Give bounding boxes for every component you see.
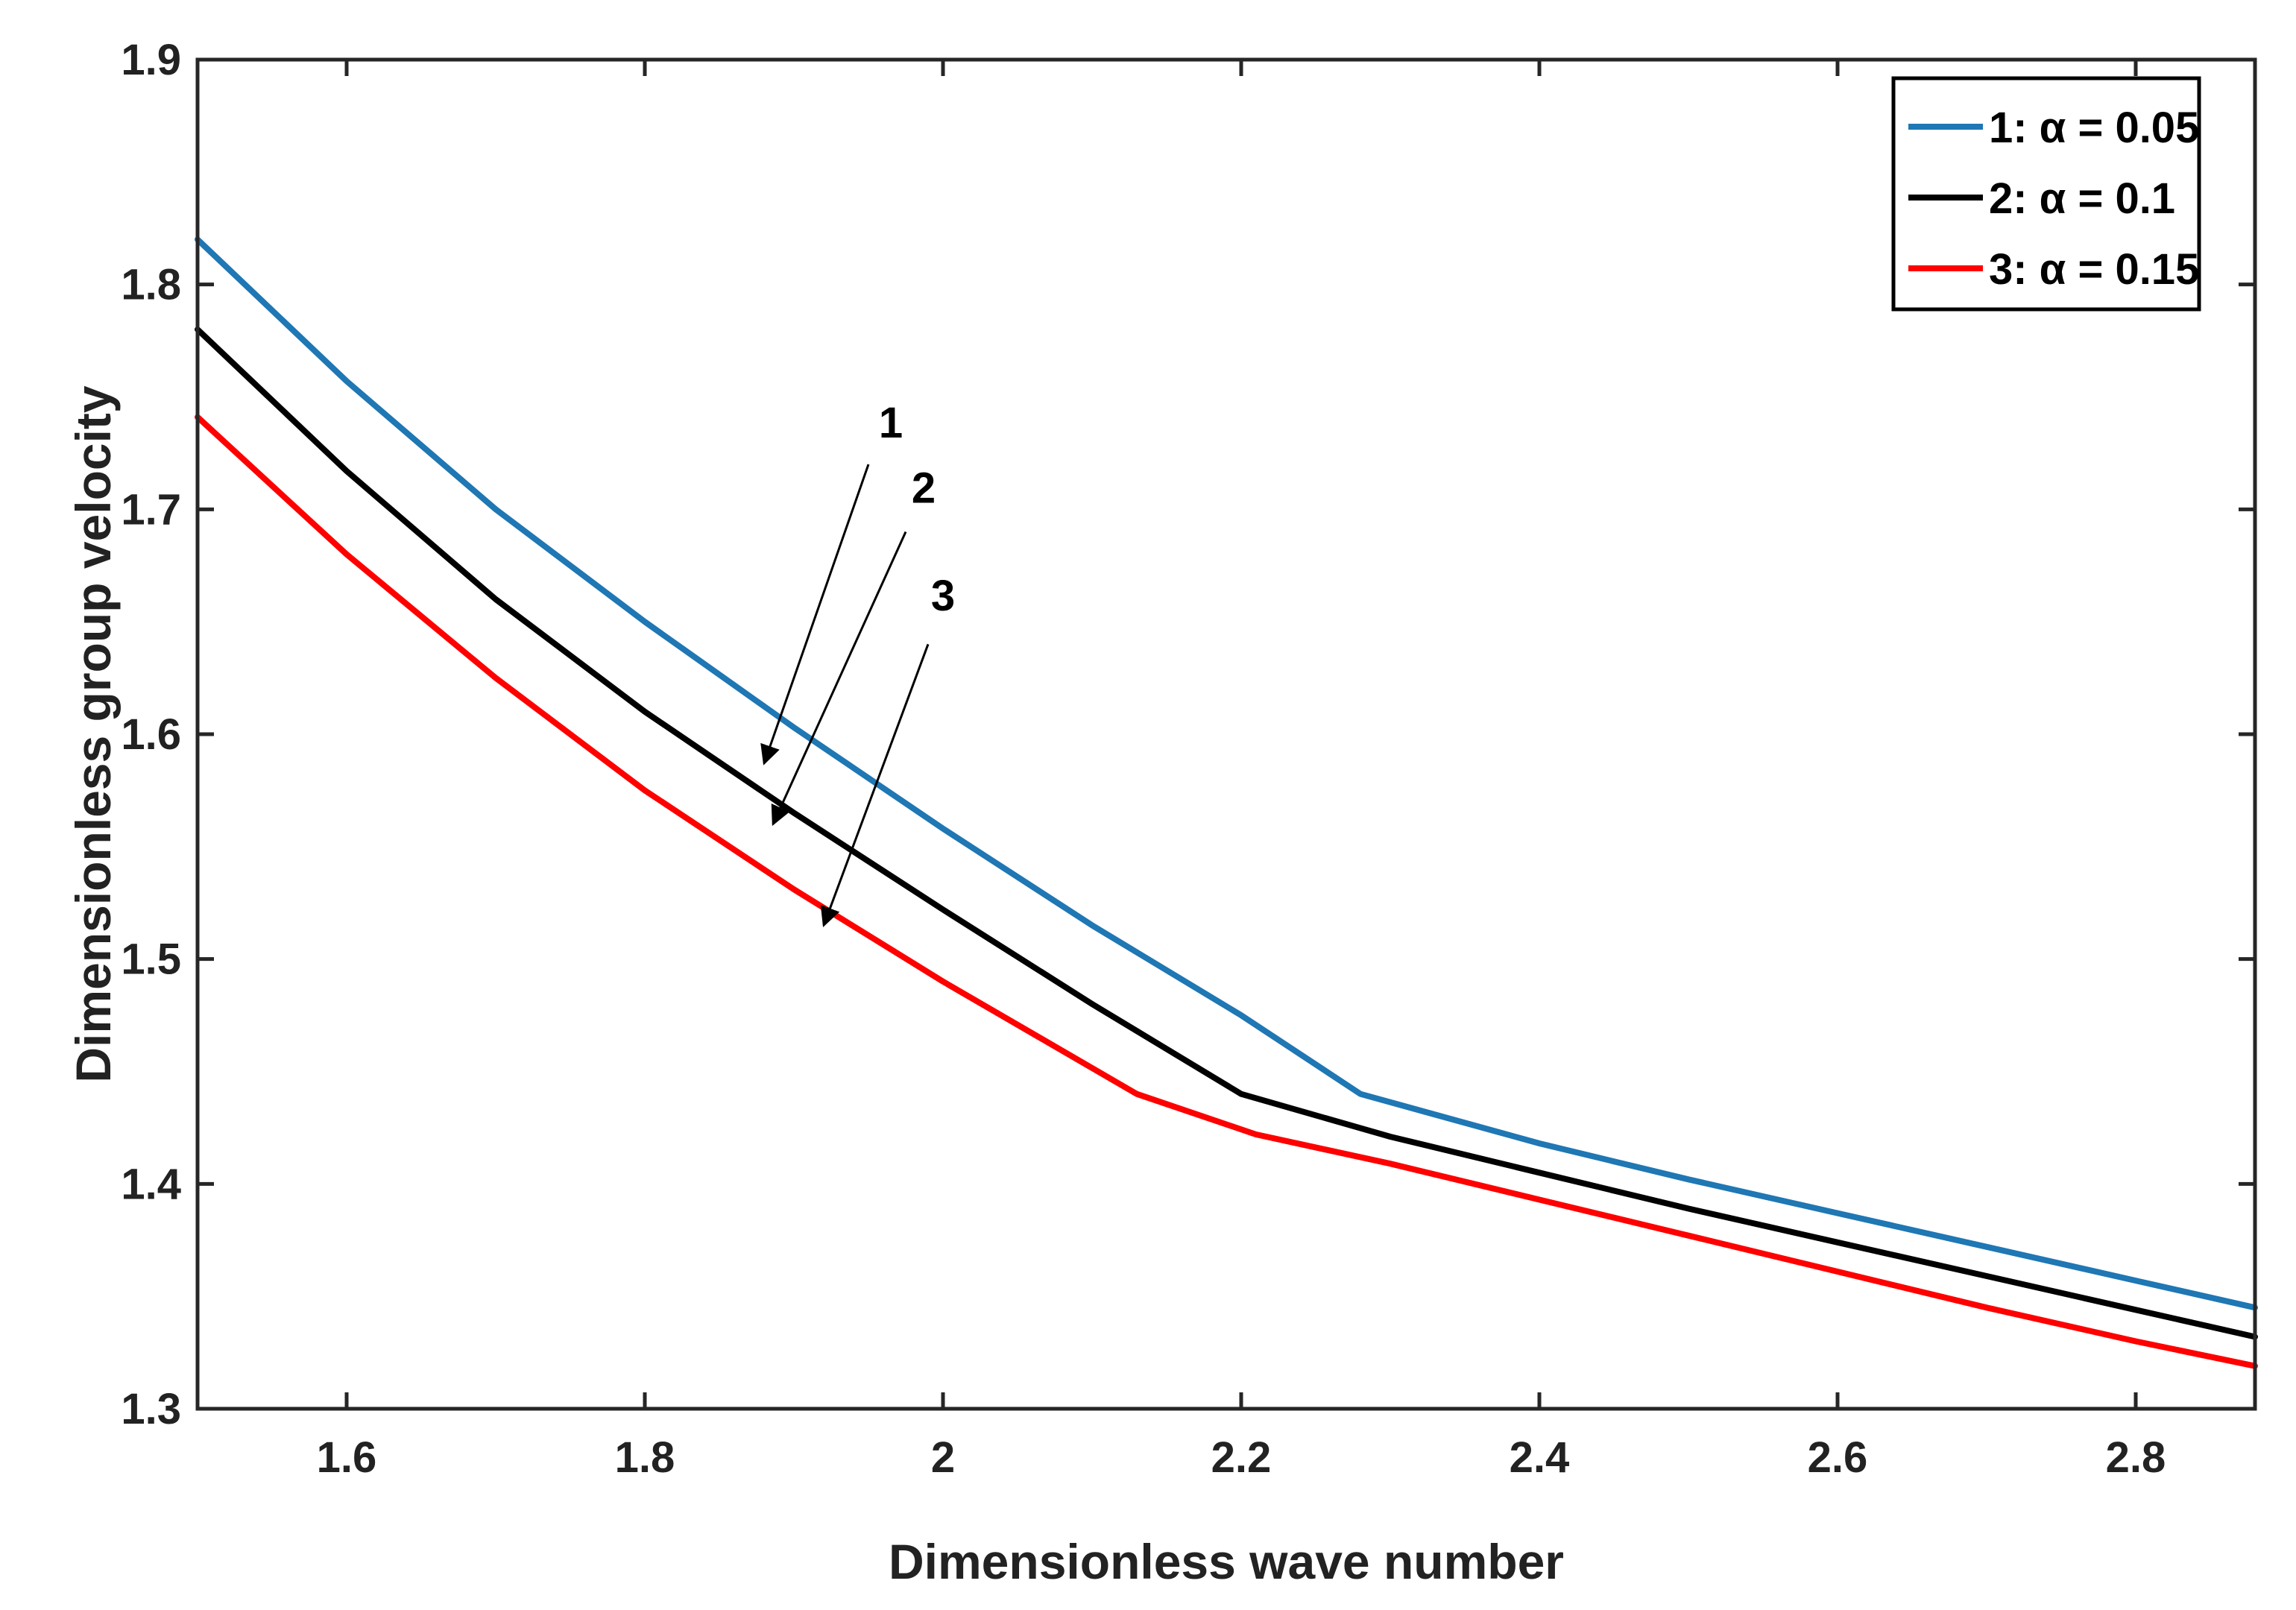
legend-label-2: 2: α = 0.1 [1989,174,2175,223]
annotation-arrow-2 [771,531,907,827]
x-tick-label: 1.6 [317,1433,377,1482]
annotation-layer: 12 3 [760,399,955,927]
annotation-arrow-1 [760,464,870,765]
series-line-1 [195,236,2258,1311]
y-tick-label: 1.6 [121,710,181,759]
y-axis-title: Dimensionless group velocity [66,385,121,1083]
y-tick-label: 1.8 [121,261,181,309]
series-layer [195,236,2258,1369]
legend-label-3: 3: α = 0.15 [1989,245,2199,294]
tick-layer: 1.6 1.8 2 2.2 2.4 2.6 2.8 1.3 1.4 1.5 1.6 1.7 1.8 1.9 [121,36,2255,1482]
y-tick-label: 1.4 [121,1160,181,1208]
series-line-2 [195,326,2258,1340]
annotation-label-3: 3 [931,572,955,620]
series-line-3 [195,414,2258,1369]
legend: 1: α = 0.05 2: α = 0.1 3: α = 0.15 [1891,76,2201,312]
annotation-label-2: 2 [912,464,936,512]
legend-label-1: 1: α = 0.05 [1989,104,2199,152]
y-tick-label: 1.5 [121,935,181,984]
x-axis-title: Dimensionless wave number [889,1534,1564,1589]
y-tick-label: 1.9 [121,36,181,84]
x-tick-label: 1.8 [615,1433,675,1482]
x-tick-label: 2.2 [1211,1433,1272,1482]
x-tick-label: 2.6 [1808,1433,1868,1482]
x-tick-label: 2.8 [2106,1433,2166,1482]
y-tick-label: 1.3 [121,1385,181,1433]
annotation-arrow-3 [820,643,930,927]
x-tick-label: 2.4 [1510,1433,1570,1482]
x-tick-label: 2 [931,1433,955,1482]
y-tick-label: 1.7 [121,485,181,534]
annotation-label-1: 1 [879,399,903,447]
